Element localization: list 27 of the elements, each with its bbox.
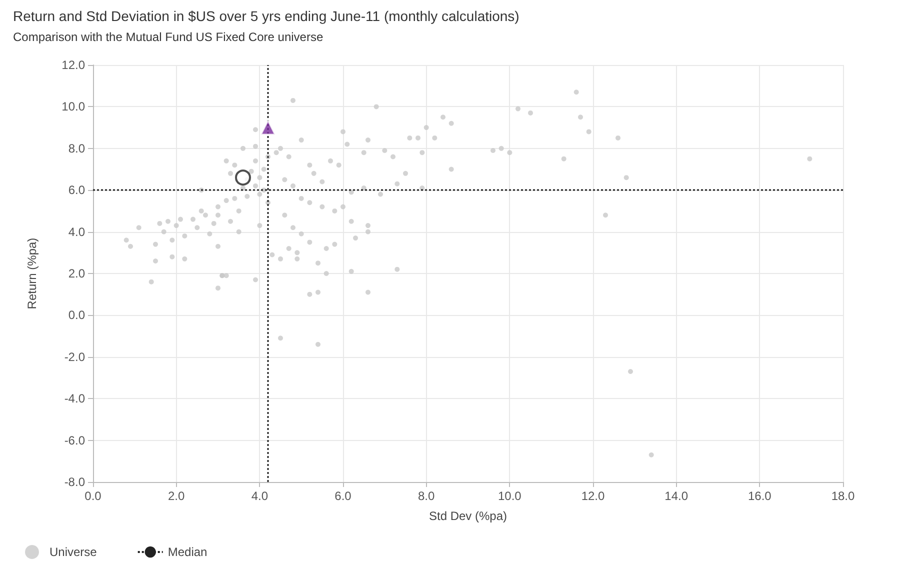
y-tick-label: -2.0 — [64, 350, 86, 364]
x-tick-label: 0.0 — [84, 489, 102, 503]
y-tick-label: 12.0 — [62, 58, 86, 72]
x-tick-label: 14.0 — [664, 489, 688, 503]
y-tick-label: 2.0 — [68, 266, 86, 280]
x-axis-title: Std Dev (%pa) — [428, 509, 508, 523]
x-tick-label: 18.0 — [831, 489, 855, 503]
x-tick-label: 8.0 — [418, 489, 435, 503]
y-tick-label: 10.0 — [62, 100, 86, 114]
x-tick-label: 16.0 — [748, 489, 772, 503]
y-tick-label: -4.0 — [64, 392, 86, 406]
y-tick-label: 4.0 — [68, 224, 86, 239]
chart-subtitle: Comparison with the Mutual Fund US Fixed Core universe — [13, 30, 324, 44]
y-axis-title: Return (%pa) — [25, 238, 39, 310]
legend-label: Universe — [50, 545, 98, 559]
y-tick-label: -8.0 — [64, 475, 86, 489]
x-tick-label: 2.0 — [168, 489, 185, 503]
y-tick-label: -6.0 — [64, 433, 86, 448]
x-tick-label: 12.0 — [581, 489, 605, 503]
y-tick-label: 0.0 — [68, 308, 86, 322]
legend-label: Median — [168, 545, 208, 559]
x-tick-label: 6.0 — [334, 489, 352, 503]
chart-title: Return and Std Deviation in $US over 5 yrs ending June-11 (monthly calculations) — [13, 8, 520, 24]
x-tick-label: 10.0 — [498, 489, 522, 503]
y-tick-label: 6.0 — [68, 183, 86, 198]
x-tick-label: 4.0 — [251, 489, 268, 503]
y-tick-label: 8.0 — [68, 141, 86, 156]
